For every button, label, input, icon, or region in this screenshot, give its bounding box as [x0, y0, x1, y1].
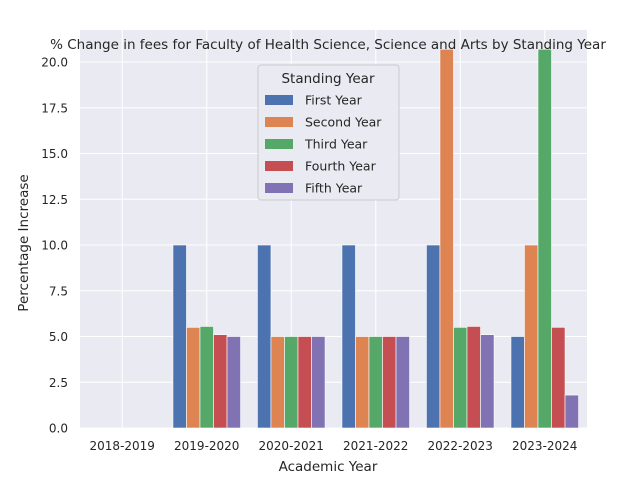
legend-label: First Year — [305, 93, 363, 108]
bar — [368, 336, 383, 429]
bar — [172, 244, 187, 429]
legend-label: Third Year — [304, 137, 368, 152]
chart-title: % Change in fees for Faculty of Health S… — [50, 37, 606, 53]
x-tick-label: 2021-2022 — [343, 439, 408, 453]
bar — [226, 336, 241, 429]
bar — [453, 327, 468, 429]
bar — [213, 334, 228, 429]
y-tick-label: 2.5 — [49, 376, 68, 390]
legend-label: Fourth Year — [305, 159, 377, 174]
bar — [480, 334, 495, 429]
legend-swatch — [265, 161, 293, 171]
legend-swatch — [265, 117, 293, 127]
bar — [199, 326, 214, 429]
bar — [564, 394, 579, 429]
x-tick-label: 2023-2024 — [512, 439, 577, 453]
bars — [172, 48, 579, 429]
y-tick-label: 0.0 — [49, 422, 68, 436]
y-tick-label: 15.0 — [41, 147, 68, 161]
legend-title: Standing Year — [281, 71, 374, 87]
y-tick-label: 12.5 — [41, 193, 68, 207]
y-tick-label: 10.0 — [41, 239, 68, 253]
y-axis-label: Percentage Increase — [16, 174, 32, 311]
x-tick-label: 2022-2023 — [428, 439, 493, 453]
x-ticks: 2018-2019 2019-2020 2020-2021 2021-2022 2022… — [90, 439, 578, 453]
bar — [551, 327, 566, 429]
x-tick-label: 2020-2021 — [259, 439, 324, 453]
y-tick-label: 20.0 — [41, 56, 68, 70]
bar — [186, 327, 201, 429]
bar — [341, 244, 356, 429]
legend-box — [257, 64, 400, 201]
y-ticks: 0.0 2.5 5.0 7.5 10.0 12.5 15.0 17.5 20.0 — [41, 56, 68, 436]
bar — [426, 244, 441, 429]
legend-items: First Year Second Year Third Year Fourth Ye… — [265, 93, 382, 196]
legend-swatch — [265, 183, 293, 193]
bar — [382, 336, 397, 429]
y-tick-label: 5.0 — [49, 330, 68, 344]
bar — [257, 244, 272, 429]
legend-swatch — [265, 139, 293, 149]
legend-label: Fifth Year — [305, 181, 363, 196]
bar — [510, 336, 525, 429]
bar — [270, 336, 285, 429]
legend-label: Second Year — [305, 115, 382, 130]
y-tick-label: 7.5 — [49, 284, 68, 298]
legend: Standing Year First Year Second Year Third… — [257, 64, 400, 201]
bar — [395, 336, 410, 429]
y-tick-label: 17.5 — [41, 101, 68, 115]
bar — [537, 48, 552, 429]
x-tick-label: 2018-2019 — [90, 439, 155, 453]
x-tick-label: 2019-2020 — [174, 439, 239, 453]
bar — [524, 244, 539, 429]
bar — [355, 336, 370, 429]
x-axis-label: Academic Year — [279, 459, 378, 475]
bar — [466, 326, 481, 429]
legend-swatch — [265, 95, 293, 105]
bar — [284, 336, 299, 429]
bar — [439, 48, 454, 429]
bar — [297, 336, 312, 429]
bar — [311, 336, 326, 429]
